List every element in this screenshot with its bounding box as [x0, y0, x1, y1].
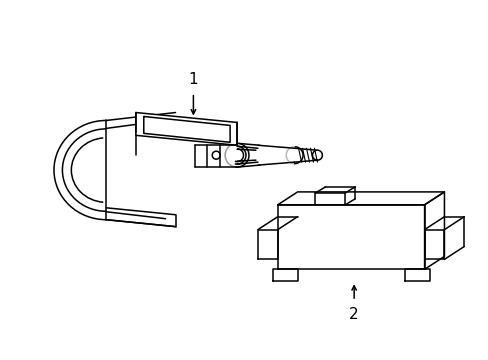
Text: 1: 1	[188, 72, 198, 87]
Polygon shape	[277, 192, 444, 205]
Polygon shape	[404, 269, 428, 281]
Polygon shape	[424, 230, 444, 260]
Text: 2: 2	[348, 307, 358, 322]
Polygon shape	[257, 230, 277, 260]
Polygon shape	[424, 192, 444, 269]
Polygon shape	[272, 269, 297, 281]
Polygon shape	[136, 113, 237, 145]
Polygon shape	[277, 205, 424, 269]
